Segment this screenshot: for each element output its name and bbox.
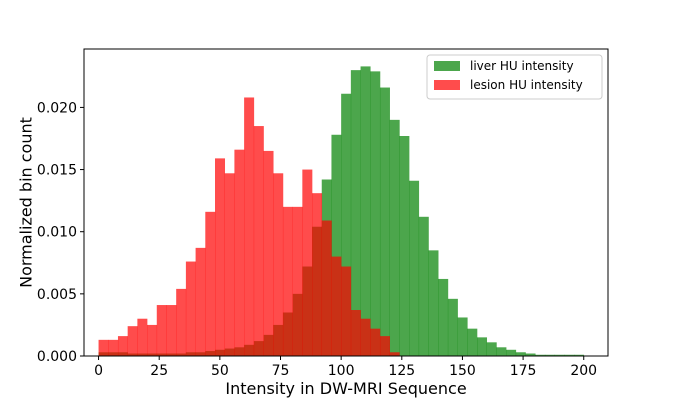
liver-bar: [331, 134, 342, 356]
x-tick-label: 175: [510, 363, 537, 379]
liver-bar: [350, 70, 361, 357]
legend-label-liver: liver HU intensity: [470, 59, 574, 73]
liver-bar: [409, 180, 420, 356]
lesion-bar: [156, 305, 167, 356]
liver-bar: [535, 354, 546, 356]
lesion-bar: [185, 261, 196, 356]
lesion-bar: [253, 126, 264, 356]
lesion-bar: [137, 318, 148, 356]
lesion-bar: [331, 256, 342, 356]
liver-bar: [574, 354, 585, 356]
liver-bar: [515, 352, 526, 356]
liver-bar: [486, 342, 497, 356]
lesion-bar: [273, 173, 284, 356]
legend-label-lesion: lesion HU intensity: [470, 78, 583, 92]
liver-bar: [506, 349, 517, 356]
lesion-bars: [98, 97, 400, 356]
lesion-bar: [127, 326, 138, 356]
plot-frame: [83, 48, 609, 357]
liver-bar: [389, 119, 400, 356]
y-tick-label: 0.000: [37, 349, 77, 365]
x-tick-label: 25: [150, 363, 168, 379]
lesion-bar: [312, 193, 323, 356]
lesion-bar: [234, 149, 245, 356]
lesion-bar: [244, 97, 255, 356]
x-tick-label: 50: [211, 363, 229, 379]
lesion-bar: [117, 336, 128, 356]
x-tick-label: 100: [328, 363, 355, 379]
lesion-bar: [302, 169, 313, 356]
liver-bar: [399, 136, 410, 356]
y-tick-label: 0.015: [37, 163, 77, 179]
lesion-bar: [263, 150, 274, 356]
x-tick-label: 125: [388, 363, 415, 379]
x-tick-label: 75: [272, 363, 290, 379]
lesion-bar: [176, 288, 187, 356]
liver-bar: [418, 216, 429, 356]
x-tick-label: 150: [449, 363, 476, 379]
legend-swatch-lesion: [434, 80, 460, 90]
y-tick-label: 0.020: [37, 100, 77, 116]
lesion-bar: [147, 324, 158, 356]
liver-bar: [447, 298, 458, 356]
liver-bar: [496, 347, 507, 356]
liver-bar: [379, 87, 390, 356]
y-axis-label: Normalized bin count: [17, 117, 36, 288]
lesion-bar: [166, 305, 177, 356]
x-axis-label: Intensity in DW-MRI Sequence: [225, 379, 466, 398]
x-axis-ticks: 0 25 50 75 100 125 150 175 200: [94, 356, 597, 379]
legend: liver HU intensity lesion HU intensity: [426, 54, 603, 100]
y-axis-ticks: 0.000 0.005 0.010 0.015 0.020: [37, 100, 84, 365]
lesion-bar: [282, 206, 293, 356]
lesion-bar: [321, 220, 332, 356]
legend-box: [426, 54, 603, 100]
x-tick-label: 0: [94, 363, 103, 379]
lesion-bar: [370, 328, 381, 356]
liver-bar: [544, 354, 555, 356]
y-tick-label: 0.005: [37, 287, 77, 303]
lesion-bar: [360, 318, 371, 356]
liver-bar: [438, 278, 449, 356]
liver-bar: [564, 354, 575, 356]
lesion-bar: [341, 266, 352, 356]
liver-bar: [341, 93, 352, 357]
lesion-bar: [108, 339, 119, 356]
liver-bar: [554, 354, 565, 356]
lesion-bar: [195, 247, 206, 356]
lesion-bar: [205, 211, 216, 356]
legend-swatch-liver: [434, 61, 460, 71]
lesion-bar: [389, 352, 400, 356]
lesion-bar: [215, 158, 226, 356]
liver-bar: [428, 250, 439, 356]
liver-bar: [467, 328, 478, 356]
y-tick-label: 0.010: [37, 225, 77, 241]
liver-bar: [360, 66, 371, 356]
lesion-bar: [292, 206, 303, 356]
lesion-bar: [350, 310, 361, 356]
lesion-bar: [224, 173, 235, 356]
liver-bar: [457, 317, 468, 356]
lesion-bar: [379, 336, 390, 356]
liver-bar: [525, 353, 536, 356]
liver-bar: [477, 337, 488, 356]
x-tick-label: 200: [570, 363, 597, 379]
lesion-bar: [98, 339, 109, 356]
liver-bar: [370, 71, 381, 356]
